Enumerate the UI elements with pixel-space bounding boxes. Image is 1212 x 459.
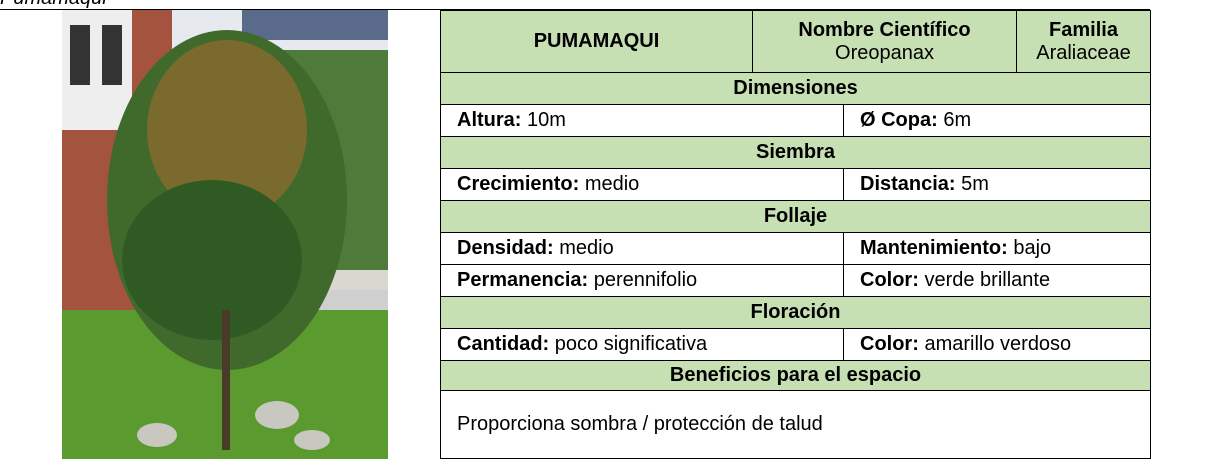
section-title: Siembra xyxy=(440,136,1151,169)
family-cell-label: Familia xyxy=(1049,18,1118,41)
section-title: Follaje xyxy=(440,200,1151,233)
plant-photo xyxy=(62,10,388,459)
field-label: Crecimiento: xyxy=(457,173,580,195)
field-label: Permanencia: xyxy=(457,269,589,291)
benefits-text: Proporciona sombra / protección de talud xyxy=(440,390,1151,459)
field-cell: Altura: 10m xyxy=(440,104,844,137)
field-cell: Distancia: 5m xyxy=(843,168,1151,201)
field-value: poco significativa xyxy=(554,333,708,355)
family-cell: Familia Araliaceae xyxy=(1016,10,1151,73)
field-value: amarillo verdoso xyxy=(924,333,1072,355)
field-cell: Crecimiento: medio xyxy=(440,168,844,201)
field-value: 10m xyxy=(527,109,566,131)
scientific-name-cell-value: Oreopanax xyxy=(835,41,934,64)
field-value: perennifolio xyxy=(593,269,698,291)
field-label: Mantenimiento: xyxy=(860,237,1008,259)
field-label: Color: xyxy=(860,333,919,355)
field-label: Distancia: xyxy=(860,173,956,195)
field-cell: Cantidad: poco significativa xyxy=(440,328,844,361)
field-cell: Permanencia: perennifolio xyxy=(440,264,844,297)
benefits-title: Beneficios para el espacio xyxy=(440,360,1151,391)
field-cell: Ø Copa: 6m xyxy=(843,104,1151,137)
field-label: Ø Copa: xyxy=(860,109,938,131)
field-label: Altura: xyxy=(457,109,522,131)
caption: Pumamaqui xyxy=(0,0,107,10)
field-cell: Densidad: medio xyxy=(440,232,844,265)
name-cell: PUMAMAQUI xyxy=(440,10,753,73)
field-label: Densidad: xyxy=(457,237,554,259)
scientific-name-cell-label: Nombre Científico xyxy=(798,18,971,41)
field-value: 5m xyxy=(961,173,989,195)
field-value: bajo xyxy=(1013,237,1052,259)
family-cell-value: Araliaceae xyxy=(1036,41,1131,64)
field-value: medio xyxy=(559,237,614,259)
plant-table: PUMAMAQUI Nombre Científico Oreopanax Famil… xyxy=(440,10,1151,459)
field-cell: Mantenimiento: bajo xyxy=(843,232,1151,265)
field-label: Cantidad: xyxy=(457,333,550,355)
field-value: verde brillante xyxy=(924,269,1051,291)
section-title: Dimensiones xyxy=(440,72,1151,105)
scientific-name-cell: Nombre Científico Oreopanax xyxy=(752,10,1017,73)
top-rule xyxy=(0,9,1150,10)
field-label: Color: xyxy=(860,269,919,291)
field-cell: Color: amarillo verdoso xyxy=(843,328,1151,361)
section-title: Floración xyxy=(440,296,1151,329)
field-value: 6m xyxy=(943,109,972,131)
field-value: medio xyxy=(584,173,640,195)
field-cell: Color: verde brillante xyxy=(843,264,1151,297)
